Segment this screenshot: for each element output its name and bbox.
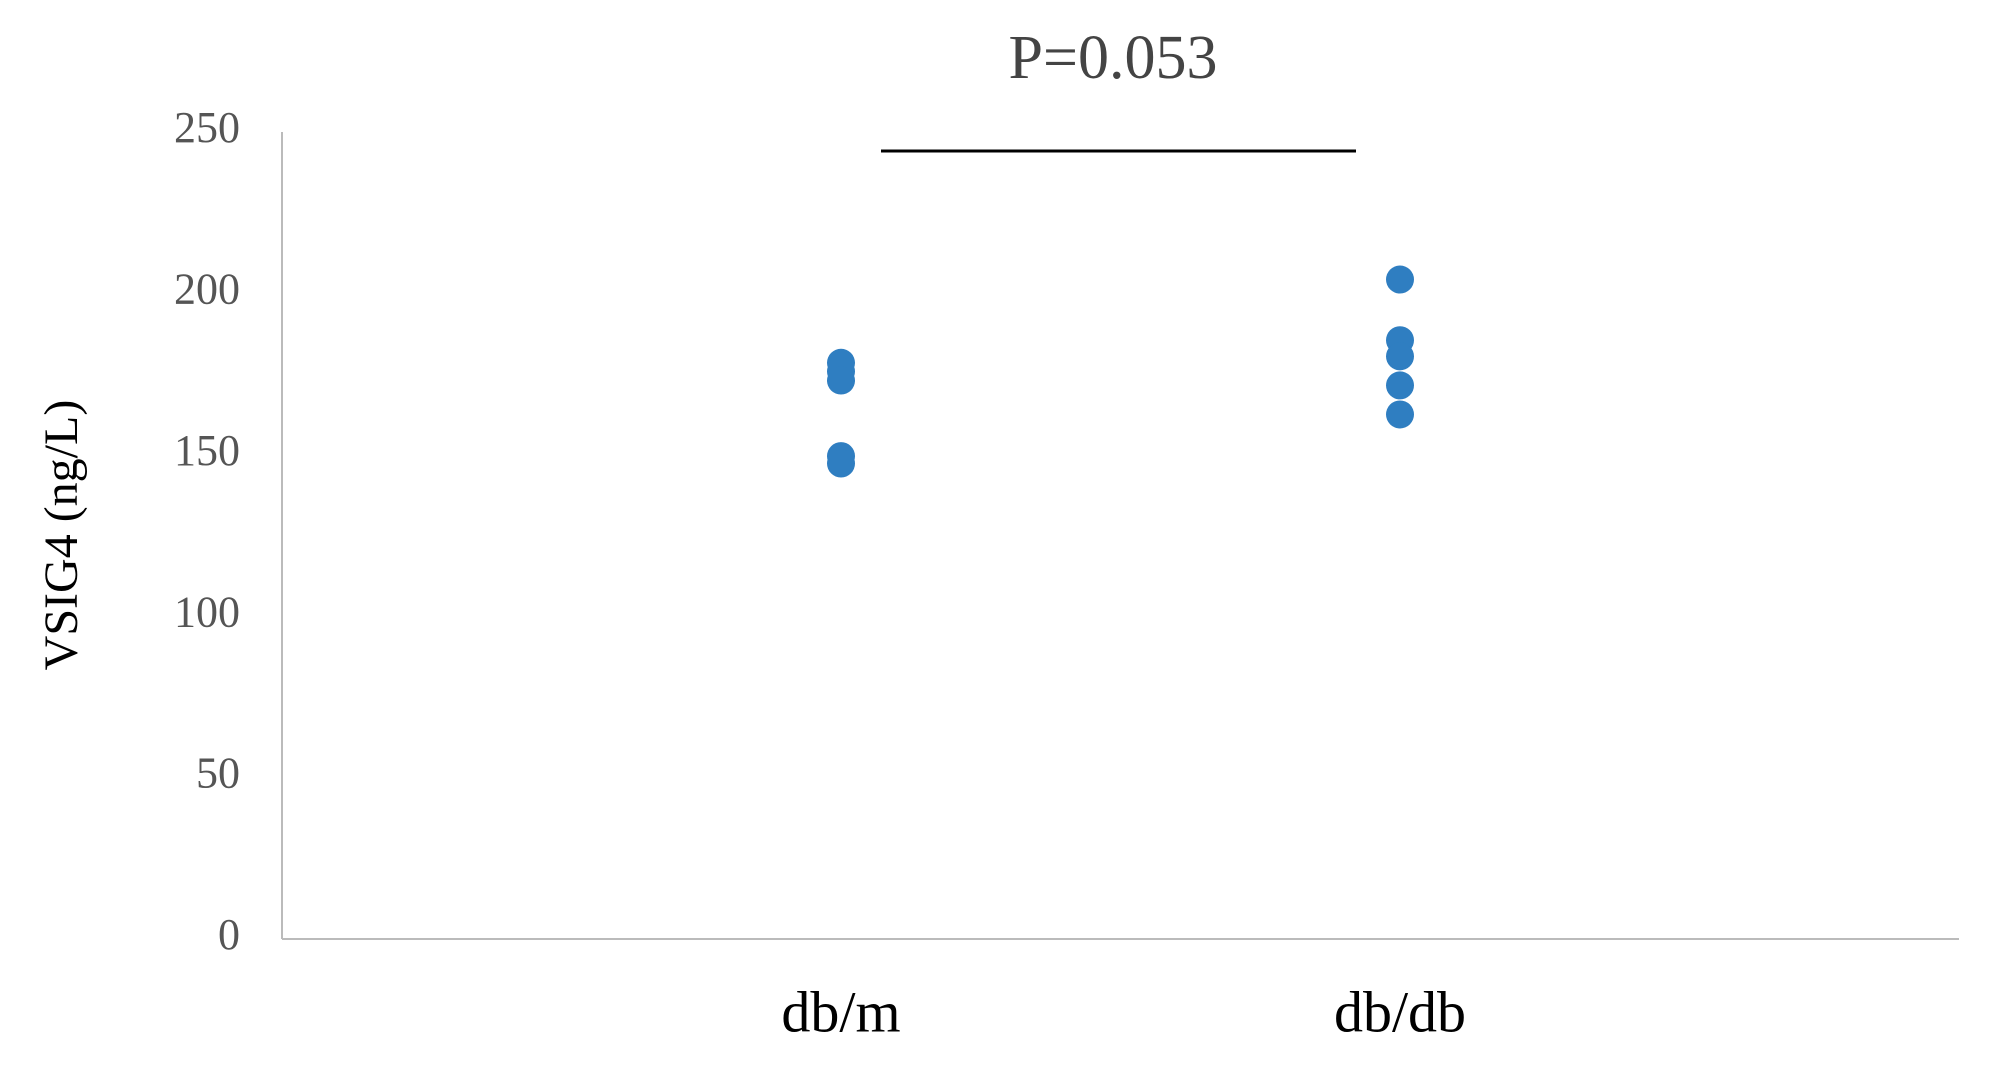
data-point (827, 366, 855, 395)
y-tick-label: 150 (174, 426, 240, 475)
x-tick-label: db/db (1334, 979, 1466, 1044)
y-axis-title: VSIG4 (ng/L) (35, 400, 88, 671)
p-value-annotation: P=0.053 (1009, 24, 1218, 92)
y-tick-label: 0 (218, 910, 240, 959)
data-point (827, 449, 855, 478)
y-tick-label: 200 (174, 264, 240, 313)
data-point (1386, 371, 1414, 400)
y-tick-label: 250 (174, 103, 240, 152)
data-point (1386, 400, 1414, 429)
data-point (1386, 265, 1414, 294)
x-tick-label: db/m (781, 979, 900, 1044)
y-tick-label: 50 (196, 749, 240, 798)
data-point (1386, 342, 1414, 371)
y-tick-label: 100 (174, 587, 240, 636)
